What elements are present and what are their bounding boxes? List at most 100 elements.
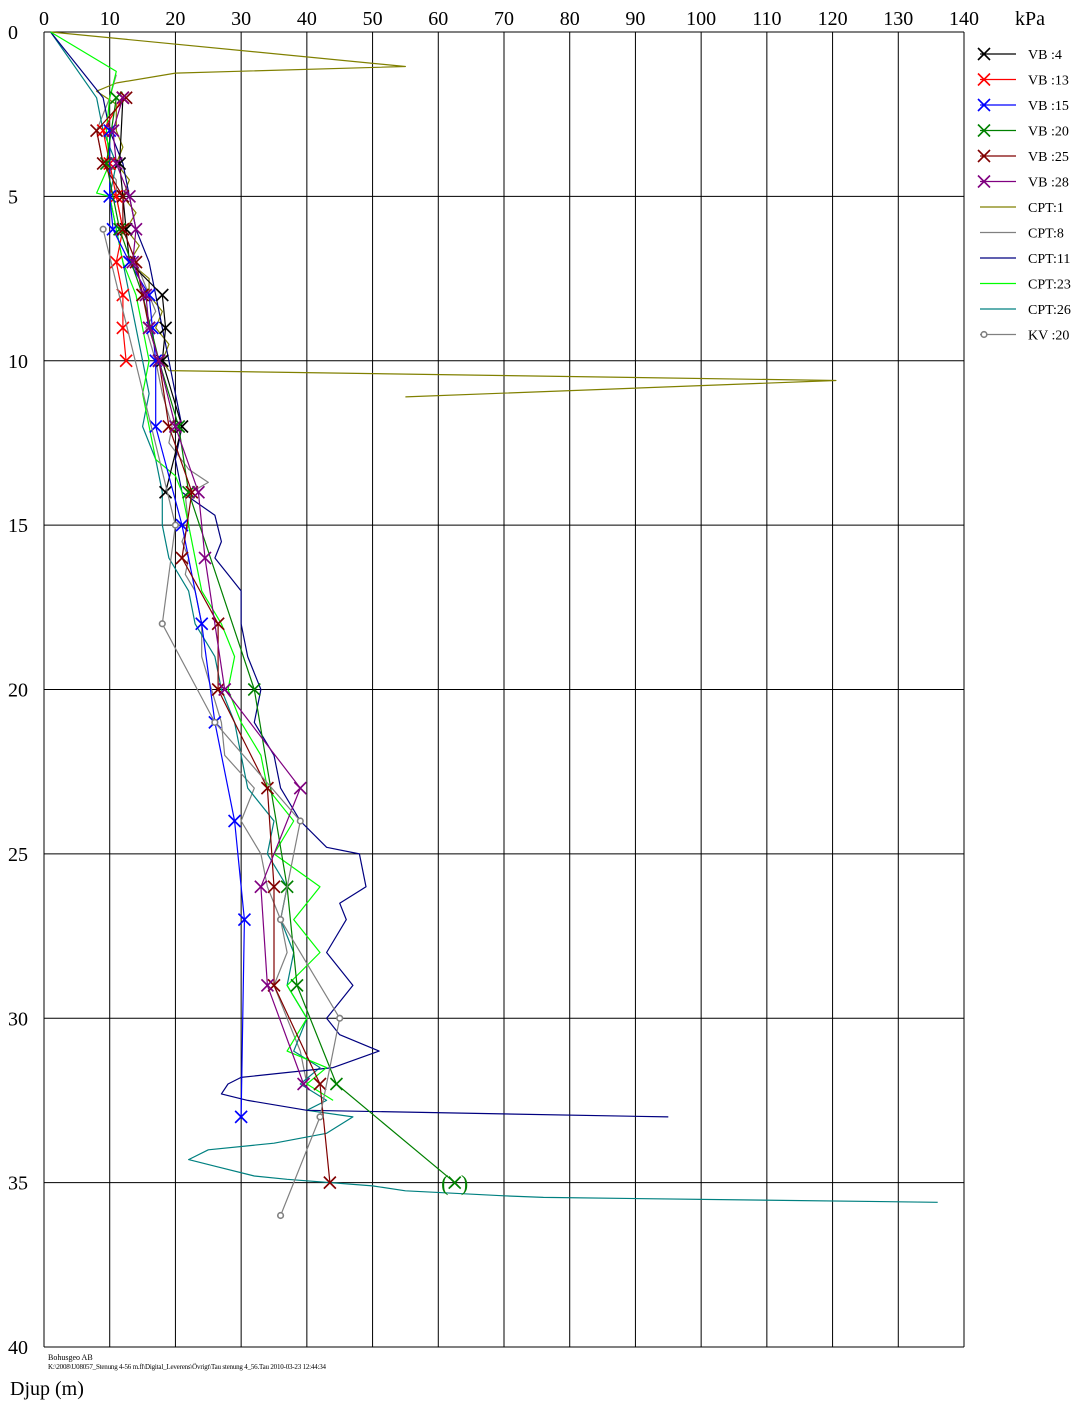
data-point-marker <box>126 255 140 269</box>
legend-item: VB :13 <box>977 72 1069 89</box>
data-point-marker <box>159 321 173 335</box>
x-tick-label: 100 <box>686 8 716 30</box>
data-point-marker <box>313 1077 327 1091</box>
x-tick-label: 0 <box>39 8 49 30</box>
legend-marker-icon <box>980 330 988 339</box>
series-cpt-26 <box>50 31 938 1203</box>
series-line <box>50 31 334 1101</box>
data-point-marker <box>290 978 304 992</box>
x-axis-unit: kPa <box>1015 8 1045 30</box>
data-point-marker <box>211 718 219 726</box>
legend-marker-icon <box>977 174 991 189</box>
data-point-marker <box>116 91 130 105</box>
legend-marker-icon <box>977 47 991 61</box>
data-point-marker <box>316 1113 324 1121</box>
data-point-marker <box>237 913 251 927</box>
legend-item: CPT:26 <box>980 303 1071 318</box>
series-layer <box>50 31 938 1220</box>
x-tick-label: 10 <box>100 8 120 30</box>
legend-item: VB :20 <box>977 123 1069 140</box>
legend-item: VB :25 <box>977 149 1069 165</box>
data-point-marker <box>293 781 307 795</box>
legend-label: CPT:1 <box>1028 201 1064 216</box>
x-tick-label: 70 <box>494 8 514 30</box>
x-tick-label: 140 <box>949 8 979 30</box>
y-tick-label: 40 <box>8 1337 28 1359</box>
data-point-marker <box>129 222 143 236</box>
legend-item: CPT:11 <box>980 252 1070 267</box>
legend-item: VB :4 <box>977 47 1062 63</box>
data-point-marker <box>159 485 173 499</box>
series-cpt-1 <box>50 31 837 398</box>
legend-label: VB :25 <box>1028 150 1069 165</box>
data-point-marker <box>171 521 180 529</box>
legend: VB :4 VB :13 VB :15 VB :20 VB :25 VB :28 CPT:1… <box>977 47 1071 344</box>
y-tick-label: 10 <box>8 351 28 373</box>
legend-marker-icon <box>977 98 991 112</box>
series-cpt-11 <box>50 31 669 1118</box>
annotation: (×) <box>441 1171 468 1196</box>
data-point-marker <box>90 124 104 138</box>
annotation-text: (×) <box>441 1171 468 1196</box>
legend-marker-icon <box>977 149 991 163</box>
data-point-marker <box>116 288 130 302</box>
data-point-marker <box>142 288 156 302</box>
y-tick-label: 20 <box>8 680 28 702</box>
data-point-marker <box>297 1077 311 1091</box>
data-point-marker <box>106 124 120 138</box>
series-vb-28 <box>106 91 311 1091</box>
y-axis-ticks: 0 5 10 15 20 25 30 35 40 <box>8 22 28 1359</box>
data-point-marker <box>129 255 143 269</box>
series-line <box>105 97 456 1184</box>
legend-label: VB :28 <box>1028 176 1069 191</box>
legend-label: KV :20 <box>1028 329 1069 344</box>
series-line <box>50 31 669 1118</box>
data-point-marker <box>247 682 261 697</box>
legend-item: VB :28 <box>977 174 1069 191</box>
data-point-marker <box>195 617 209 631</box>
legend-label: CPT:23 <box>1028 278 1071 293</box>
legend-label: VB :20 <box>1028 125 1069 140</box>
legend-label: VB :4 <box>1028 48 1062 63</box>
data-point-marker <box>158 620 166 628</box>
data-point-marker <box>106 222 120 236</box>
data-point-marker <box>260 781 274 795</box>
data-point-marker <box>175 551 189 565</box>
legend-label: VB :13 <box>1028 74 1069 89</box>
legend-label: CPT:26 <box>1028 303 1071 318</box>
data-point-marker <box>139 288 153 302</box>
footer-file-path: K:\2008\U08057_Stenung 4-56 m.fl\Digital… <box>48 1363 326 1371</box>
x-tick-label: 20 <box>165 8 185 30</box>
legend-label: CPT:11 <box>1028 252 1070 267</box>
x-tick-label: 60 <box>428 8 448 30</box>
data-point-marker <box>276 916 285 924</box>
data-point-marker <box>116 189 130 203</box>
data-point-marker <box>228 814 242 828</box>
legend-item: KV :20 <box>980 329 1069 344</box>
series-line <box>118 97 183 493</box>
data-point-marker <box>116 222 130 236</box>
data-point-marker <box>162 419 176 434</box>
data-point-marker <box>182 485 196 499</box>
legend-label: CPT:8 <box>1028 227 1064 242</box>
data-point-marker <box>218 682 232 697</box>
y-tick-label: 25 <box>8 844 28 866</box>
x-tick-label: 50 <box>363 8 383 30</box>
x-tick-label: 130 <box>883 8 913 30</box>
data-point-marker <box>96 124 110 138</box>
x-tick-label: 120 <box>818 8 848 30</box>
legend-marker-icon <box>977 72 991 87</box>
data-point-marker <box>329 1077 343 1091</box>
data-point-marker <box>260 978 274 992</box>
data-point-marker <box>198 551 212 565</box>
data-point-marker <box>254 880 268 894</box>
series-line <box>109 130 245 1117</box>
series-kv-20 <box>99 225 344 1220</box>
data-point-marker <box>323 1176 337 1190</box>
data-point-marker <box>109 156 123 171</box>
data-point-marker <box>116 321 130 335</box>
y-tick-label: 15 <box>8 515 28 537</box>
grid <box>43 31 965 1348</box>
legend-item: CPT:8 <box>980 227 1064 242</box>
data-point-marker <box>296 817 304 825</box>
